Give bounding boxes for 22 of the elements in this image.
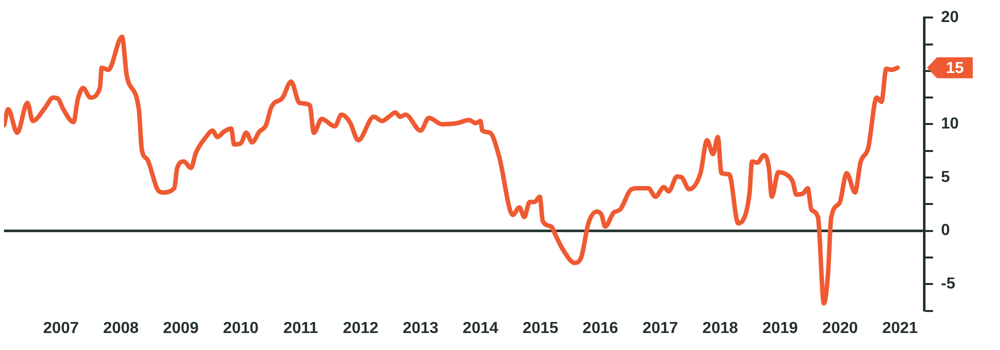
text: 15 <box>946 60 964 78</box>
y-tick-label: 20 <box>941 9 959 26</box>
x-tick-label: 2021 <box>882 320 918 337</box>
x-tick-label: 2019 <box>762 320 798 337</box>
x-tick-label: 2018 <box>702 320 738 337</box>
x-tick-label: 2020 <box>822 320 858 337</box>
x-tick-label: 2017 <box>642 320 678 337</box>
y-tick-label: -5 <box>941 276 956 293</box>
x-tick-label: 2015 <box>522 320 558 337</box>
y-tick-label: 10 <box>941 116 959 133</box>
x-tick-label: 2011 <box>283 320 318 337</box>
x-tick-label: 2010 <box>222 320 259 337</box>
y-tick-label: 0 <box>941 222 950 240</box>
x-tick-label: 2016 <box>582 320 618 337</box>
x-tick-label: 2012 <box>342 320 379 337</box>
x-tick-label: 2009 <box>163 320 199 337</box>
x-tick-label: 2008 <box>103 320 139 337</box>
line-series <box>4 34 900 306</box>
x-tick-label: 2007 <box>43 320 79 337</box>
x-tick-label: 2014 <box>462 320 498 337</box>
x-tick-label: 2013 <box>402 320 438 337</box>
y-tick-label: 5 <box>941 168 950 186</box>
